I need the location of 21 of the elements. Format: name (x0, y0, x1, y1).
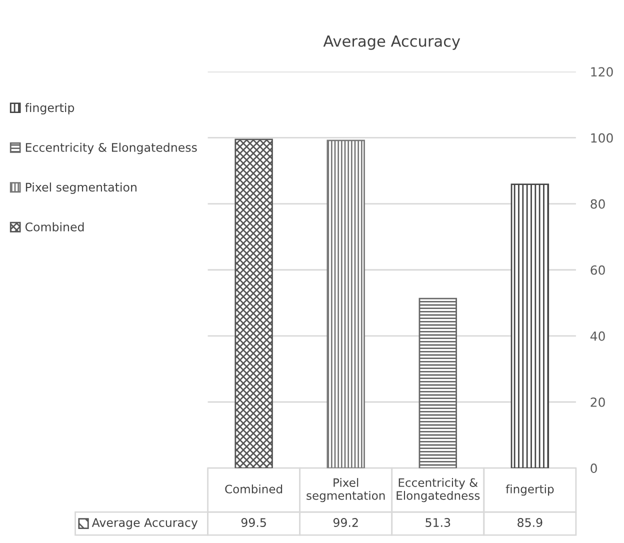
y-tick-label: 100 (591, 133, 613, 143)
category-label: Eccentricity & Elongatedness (26, 142, 197, 154)
data-label: 99.2 (333, 518, 358, 527)
category-label: Combined (25, 222, 84, 232)
x-tick-label: Eccentricity & Elongatedness (396, 478, 480, 502)
y-tick-label: 120 (591, 67, 613, 77)
category-label: fingertip (25, 102, 74, 114)
data-label: 85.9 (518, 518, 542, 527)
x-tick-label: Combined (225, 484, 282, 494)
data-label: 99.5 (241, 518, 266, 527)
chart-title: Average Accuracy (323, 36, 460, 50)
y-tick-label: 60 (590, 265, 605, 275)
category-label: Pixel segmentation (26, 182, 136, 194)
y-tick-label: 40 (590, 331, 605, 341)
x-tick-label: Pixel segmentation (306, 478, 385, 502)
y-tick-label: 20 (590, 397, 605, 407)
data-label: 51.3 (426, 518, 450, 527)
text: Average Accuracy (92, 518, 198, 530)
y-tick-label: 0 (590, 464, 597, 473)
y-tick-label: 80 (590, 199, 605, 209)
x-tick-label: fingertip (506, 484, 554, 496)
